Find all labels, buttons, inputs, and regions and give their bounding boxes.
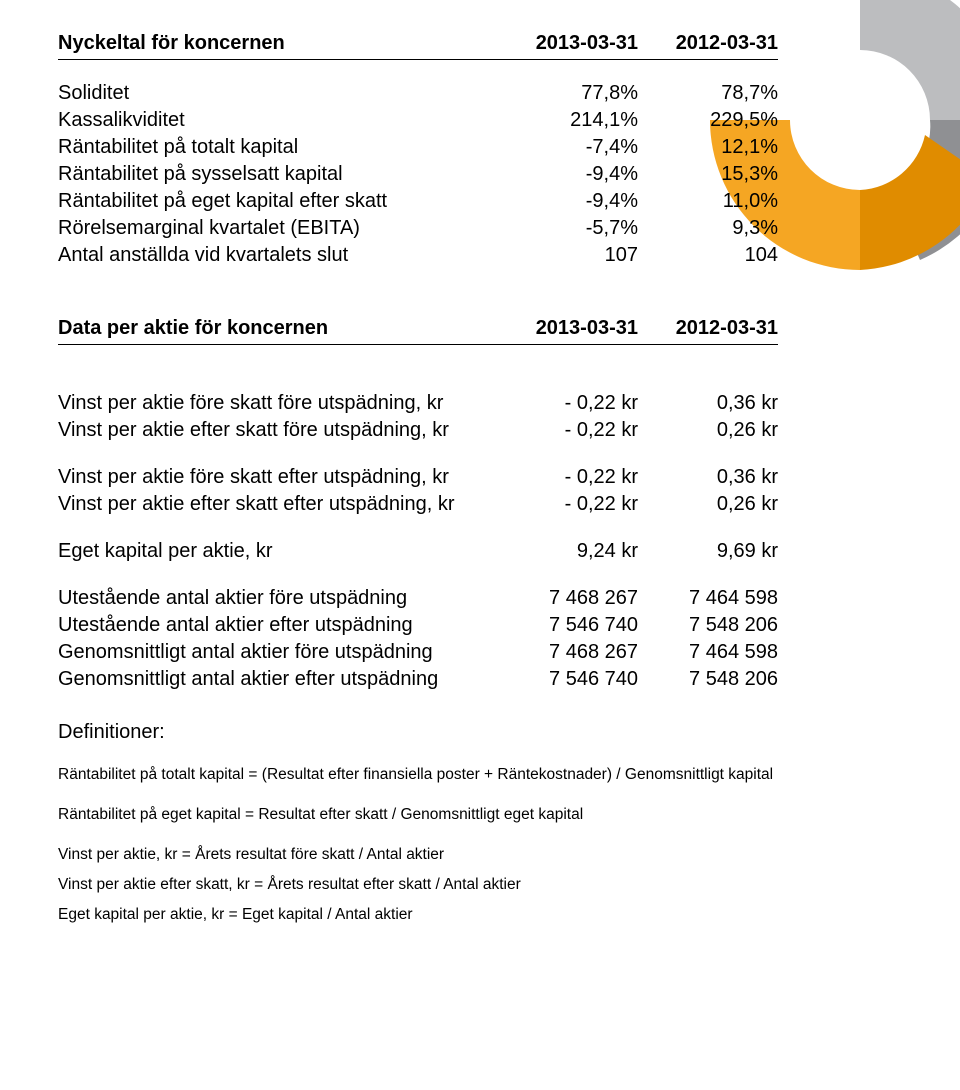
table-row-value: 7 548 206 xyxy=(638,666,778,693)
table-row-label: Räntabilitet på totalt kapital xyxy=(58,134,498,161)
definition-line: Räntabilitet på eget kapital = Resultat … xyxy=(58,806,920,824)
table1-header-label: Nyckeltal för koncernen xyxy=(58,30,498,60)
data-per-aktie-table: Data per aktie för koncernen 2013-03-31 … xyxy=(58,315,778,694)
table-row-value: 229,5% xyxy=(638,107,778,134)
table-row-value: 77,8% xyxy=(498,80,638,107)
definition-line: Räntabilitet på totalt kapital = (Result… xyxy=(58,766,920,784)
definition-line: Vinst per aktie, kr = Årets resultat för… xyxy=(58,846,920,864)
table-row-value: 9,3% xyxy=(638,215,778,242)
table2-header-label: Data per aktie för koncernen xyxy=(58,315,498,345)
table-row-value: -9,4% xyxy=(498,161,638,188)
table-row-value: 107 xyxy=(498,242,638,269)
table-row-label: Räntabilitet på eget kapital efter skatt xyxy=(58,188,498,215)
table-row-value: - 0,22 kr xyxy=(498,491,638,518)
table-row-value: 0,36 kr xyxy=(638,464,778,491)
table-row-label: Utestående antal aktier före utspädning xyxy=(58,585,498,612)
table-row-value: 15,3% xyxy=(638,161,778,188)
table-row-value: 7 548 206 xyxy=(638,612,778,639)
table-row-value: - 0,22 kr xyxy=(498,417,638,444)
table1-header-col1: 2013-03-31 xyxy=(498,30,638,60)
table-row-value: 7 546 740 xyxy=(498,666,638,693)
definitions-title: Definitioner: xyxy=(58,721,920,744)
table-row-label: Vinst per aktie efter skatt efter utspäd… xyxy=(58,491,498,518)
table2-header-col2: 2012-03-31 xyxy=(638,315,778,345)
table-row-value: 9,24 kr xyxy=(498,538,638,565)
table-row-value: 7 546 740 xyxy=(498,612,638,639)
table-row-value: 9,69 kr xyxy=(638,538,778,565)
table-row-label: Utestående antal aktier efter utspädning xyxy=(58,612,498,639)
table-row-label: Räntabilitet på sysselsatt kapital xyxy=(58,161,498,188)
definition-line: Vinst per aktie efter skatt, kr = Årets … xyxy=(58,876,920,894)
table-row-label: Rörelsemarginal kvartalet (EBITA) xyxy=(58,215,498,242)
table-row-value: - 0,22 kr xyxy=(498,390,638,417)
table-row-value: 12,1% xyxy=(638,134,778,161)
table-row-value: 7 468 267 xyxy=(498,585,638,612)
table-row-label: Vinst per aktie före skatt före utspädni… xyxy=(58,390,498,417)
table-row-value: 104 xyxy=(638,242,778,269)
table-row-value: 214,1% xyxy=(498,107,638,134)
table-row-value: 7 468 267 xyxy=(498,639,638,666)
table-row-value: -5,7% xyxy=(498,215,638,242)
table-row-value: -9,4% xyxy=(498,188,638,215)
table-row-label: Vinst per aktie efter skatt före utspädn… xyxy=(58,417,498,444)
definition-line: Eget kapital per aktie, kr = Eget kapita… xyxy=(58,906,920,924)
table-row-value: 0,26 kr xyxy=(638,491,778,518)
table-row-label: Antal anställda vid kvartalets slut xyxy=(58,242,498,269)
table-row-value: 78,7% xyxy=(638,80,778,107)
table1-header-col2: 2012-03-31 xyxy=(638,30,778,60)
table2-header-col1: 2013-03-31 xyxy=(498,315,638,345)
nyckeltal-table: Nyckeltal för koncernen 2013-03-31 2012-… xyxy=(58,30,778,269)
table-row-value: 7 464 598 xyxy=(638,585,778,612)
table-row-value: 0,36 kr xyxy=(638,390,778,417)
document-content: Nyckeltal för koncernen 2013-03-31 2012-… xyxy=(58,30,920,924)
table-row-value: 11,0% xyxy=(638,188,778,215)
table-row-label: Soliditet xyxy=(58,80,498,107)
table-row-label: Eget kapital per aktie, kr xyxy=(58,538,498,565)
table-row-label: Genomsnittligt antal aktier före utspädn… xyxy=(58,639,498,666)
table-row-value: 7 464 598 xyxy=(638,639,778,666)
table-row-value: 0,26 kr xyxy=(638,417,778,444)
table-row-value: - 0,22 kr xyxy=(498,464,638,491)
table-row-label: Kassalikviditet xyxy=(58,107,498,134)
table-row-value: -7,4% xyxy=(498,134,638,161)
table-row-label: Genomsnittligt antal aktier efter utspäd… xyxy=(58,666,498,693)
table-row-label: Vinst per aktie före skatt efter utspädn… xyxy=(58,464,498,491)
